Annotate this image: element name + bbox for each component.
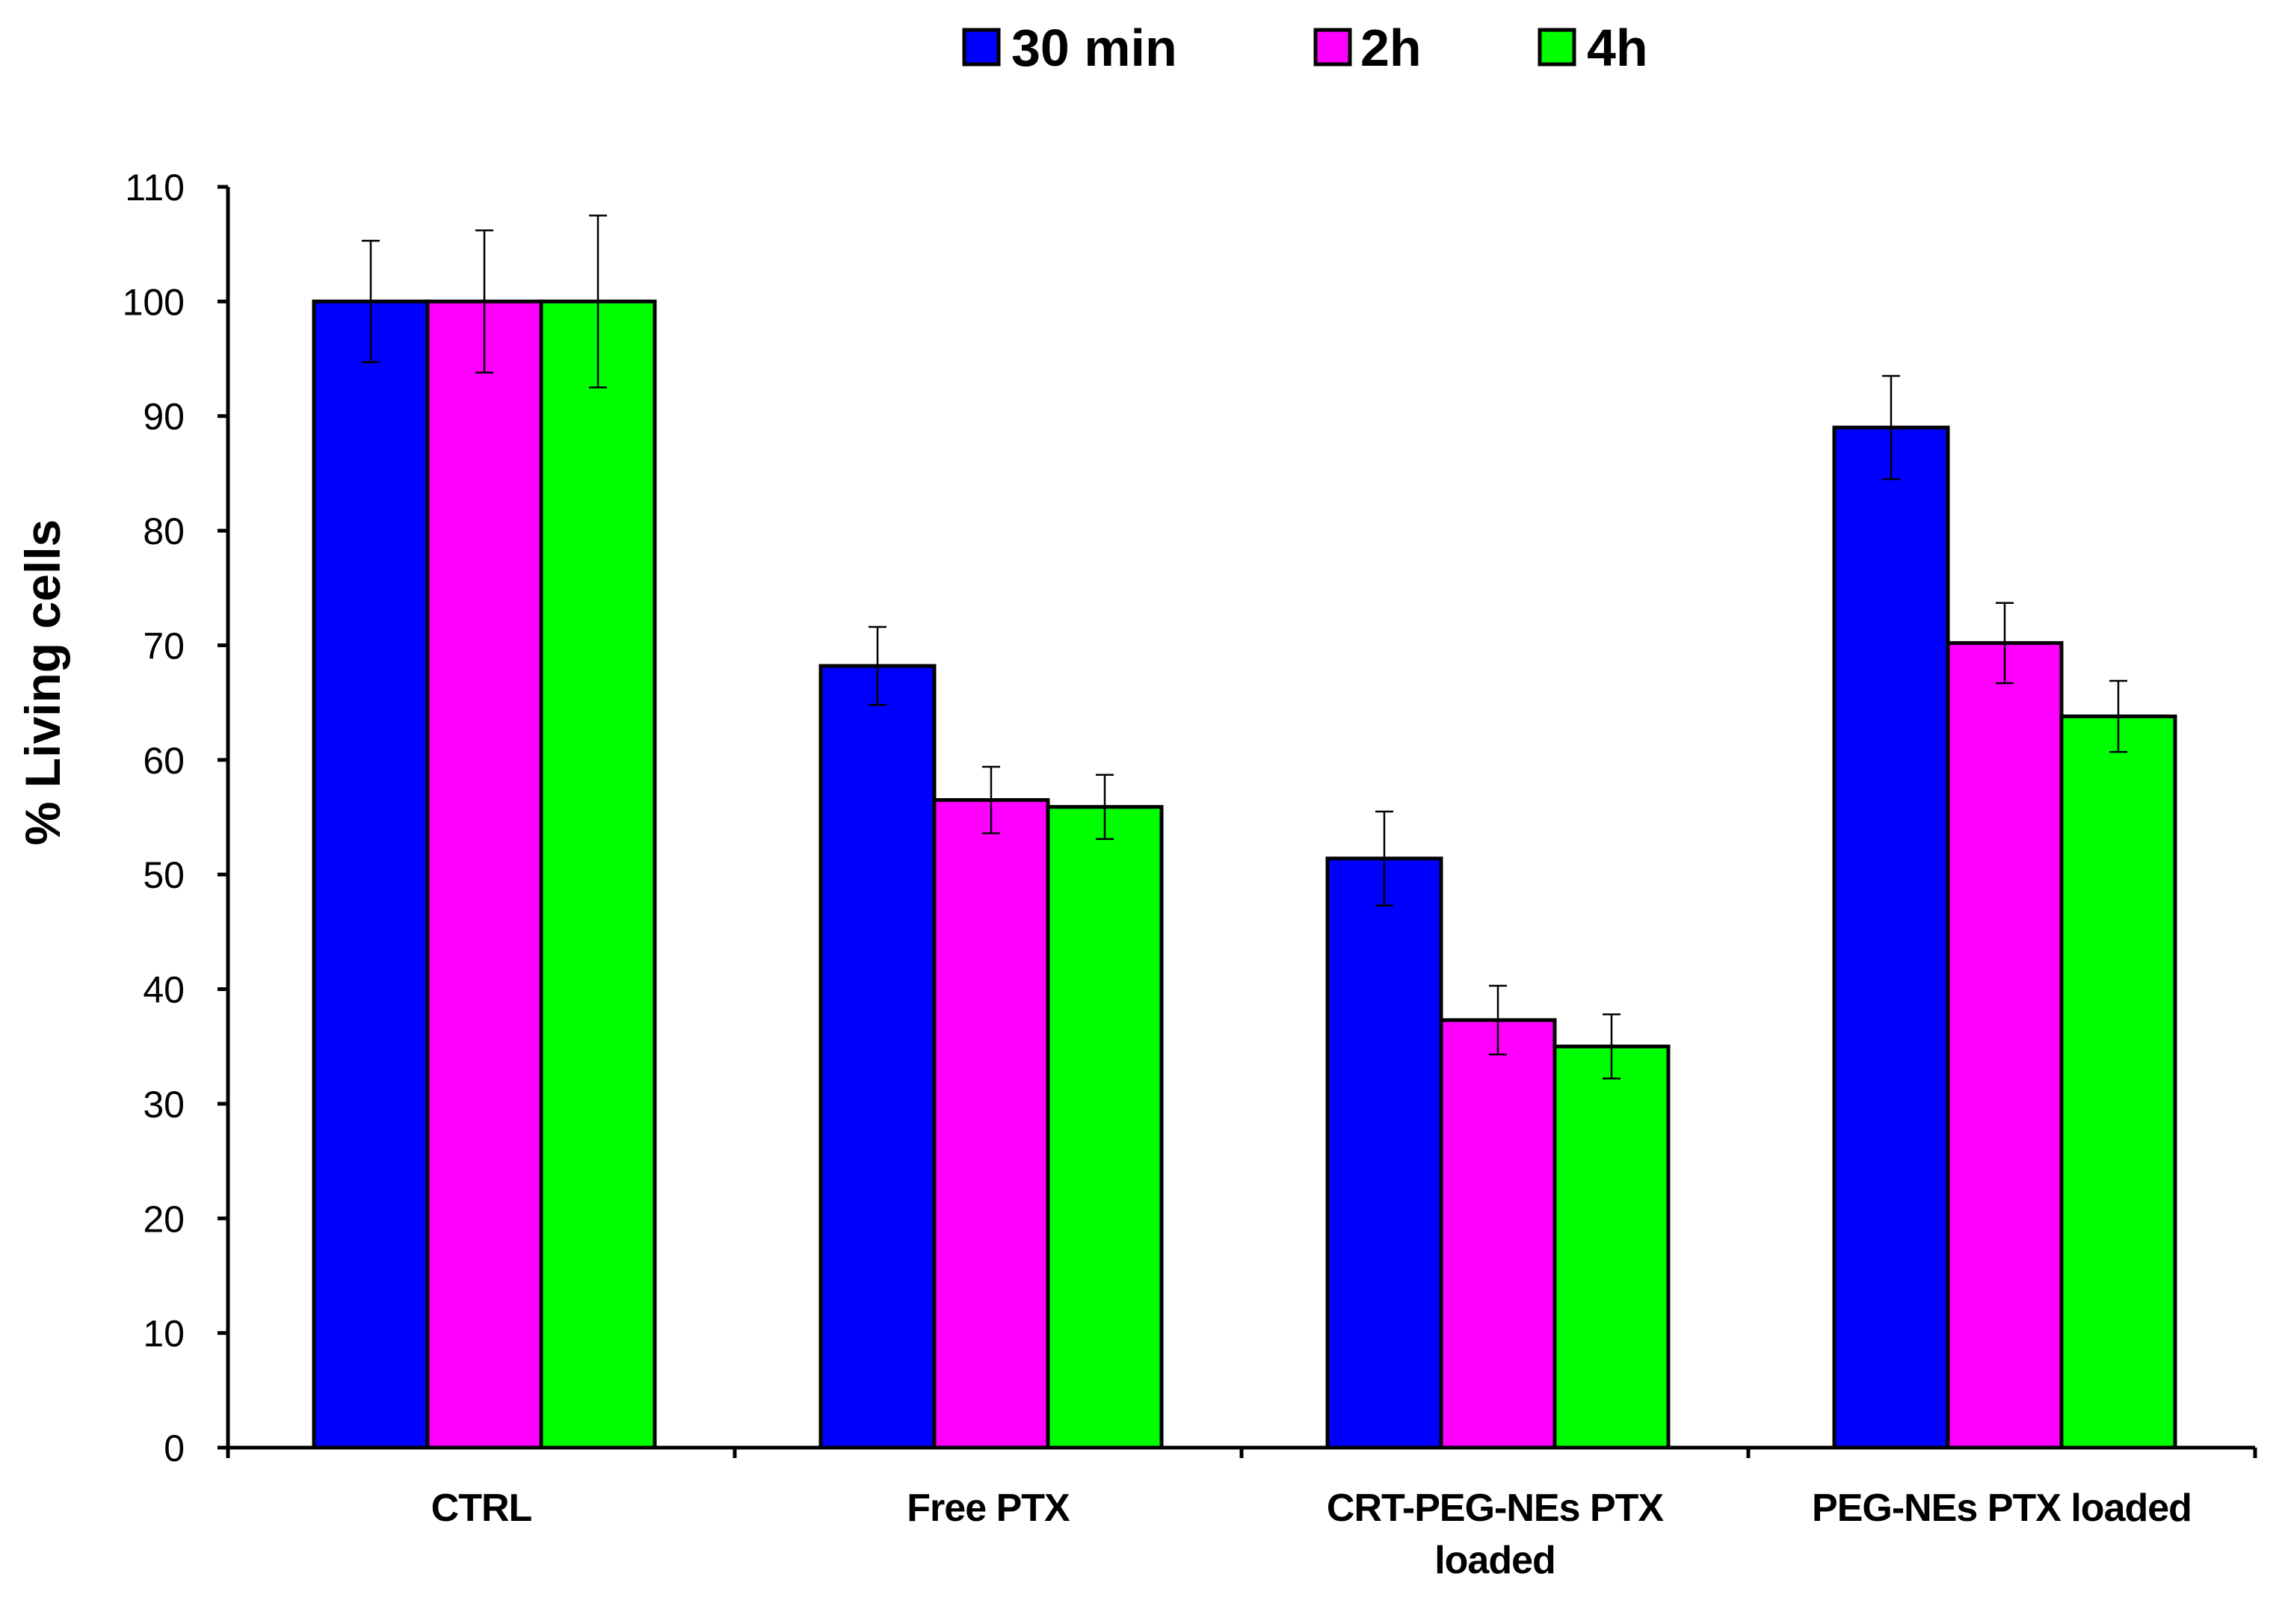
y-tick-label-110: 110 bbox=[125, 167, 185, 209]
bar-4h-2 bbox=[1552, 1044, 1671, 1450]
bar-4h-3 bbox=[2059, 714, 2177, 1450]
legend: 30 min 2h 4h bbox=[962, 19, 1648, 77]
error-bar-30-min-3 bbox=[1882, 374, 1900, 481]
y-tick-label-100: 100 bbox=[123, 281, 185, 323]
error-bar-2h-1 bbox=[982, 765, 1000, 835]
error-bar-4h-0 bbox=[589, 214, 607, 389]
legend-item-30-min: 30 min bbox=[962, 19, 1177, 77]
legend-swatch bbox=[1538, 28, 1576, 67]
legend-label: 2h bbox=[1360, 19, 1422, 77]
bar-30-min-2 bbox=[1325, 856, 1443, 1450]
legend-swatch bbox=[1313, 28, 1352, 67]
bar-2h-1 bbox=[932, 797, 1050, 1450]
category-label-2: CRT-PEG-NEs PTX loaded bbox=[1327, 1486, 1664, 1582]
y-tick-label-70: 70 bbox=[143, 625, 185, 667]
y-tick-label-0: 0 bbox=[164, 1427, 185, 1469]
error-bar-4h-1 bbox=[1096, 774, 1114, 840]
y-tick-label-90: 90 bbox=[143, 396, 185, 438]
bar-30-min-3 bbox=[1832, 425, 1950, 1450]
y-tick-label-30: 30 bbox=[143, 1084, 185, 1126]
error-bar-4h-2 bbox=[1603, 1013, 1620, 1080]
error-bar-2h-2 bbox=[1489, 984, 1507, 1056]
y-tick-label-50: 50 bbox=[143, 854, 185, 896]
axes: 0 10 20 30 40 50 60 70 80 90 100 110 CTRL Free PTX CRT… bbox=[123, 167, 2257, 1582]
bar-30-min-1 bbox=[818, 664, 937, 1450]
error-bar-30-min-1 bbox=[869, 626, 886, 706]
legend-swatch bbox=[962, 28, 1001, 67]
bar-4h-0 bbox=[539, 299, 657, 1450]
error-bars bbox=[362, 214, 2127, 1080]
legend-item-2h: 2h bbox=[1313, 19, 1422, 77]
y-tick-label-20: 20 bbox=[143, 1198, 185, 1240]
bar-4h-1 bbox=[1046, 805, 1164, 1450]
legend-item-4h: 4h bbox=[1538, 19, 1648, 77]
bar-2h-0 bbox=[425, 299, 543, 1450]
y-tick-label-40: 40 bbox=[143, 969, 185, 1011]
bar-2h-3 bbox=[1946, 640, 2064, 1450]
error-bar-2h-3 bbox=[1996, 602, 2014, 685]
category-label-0: CTRL bbox=[431, 1486, 532, 1530]
y-tick-label-60: 60 bbox=[143, 740, 185, 782]
category-label-3: PEG-NEs PTX loaded bbox=[1812, 1486, 2192, 1530]
error-bar-2h-0 bbox=[475, 229, 493, 374]
category-label-1: Free PTX bbox=[907, 1486, 1070, 1530]
error-bar-30-min-2 bbox=[1375, 810, 1393, 907]
y-axis-title: % Living cells bbox=[15, 519, 70, 845]
bars bbox=[312, 299, 2177, 1450]
y-tick-label-10: 10 bbox=[143, 1313, 185, 1355]
y-tick-label-80: 80 bbox=[143, 510, 185, 552]
error-bar-30-min-0 bbox=[362, 239, 380, 363]
legend-label: 4h bbox=[1587, 19, 1648, 77]
legend-label: 30 min bbox=[1011, 19, 1177, 77]
bar-2h-2 bbox=[1439, 1018, 1557, 1450]
bar-30-min-0 bbox=[312, 299, 430, 1450]
error-bar-4h-3 bbox=[2109, 679, 2127, 753]
